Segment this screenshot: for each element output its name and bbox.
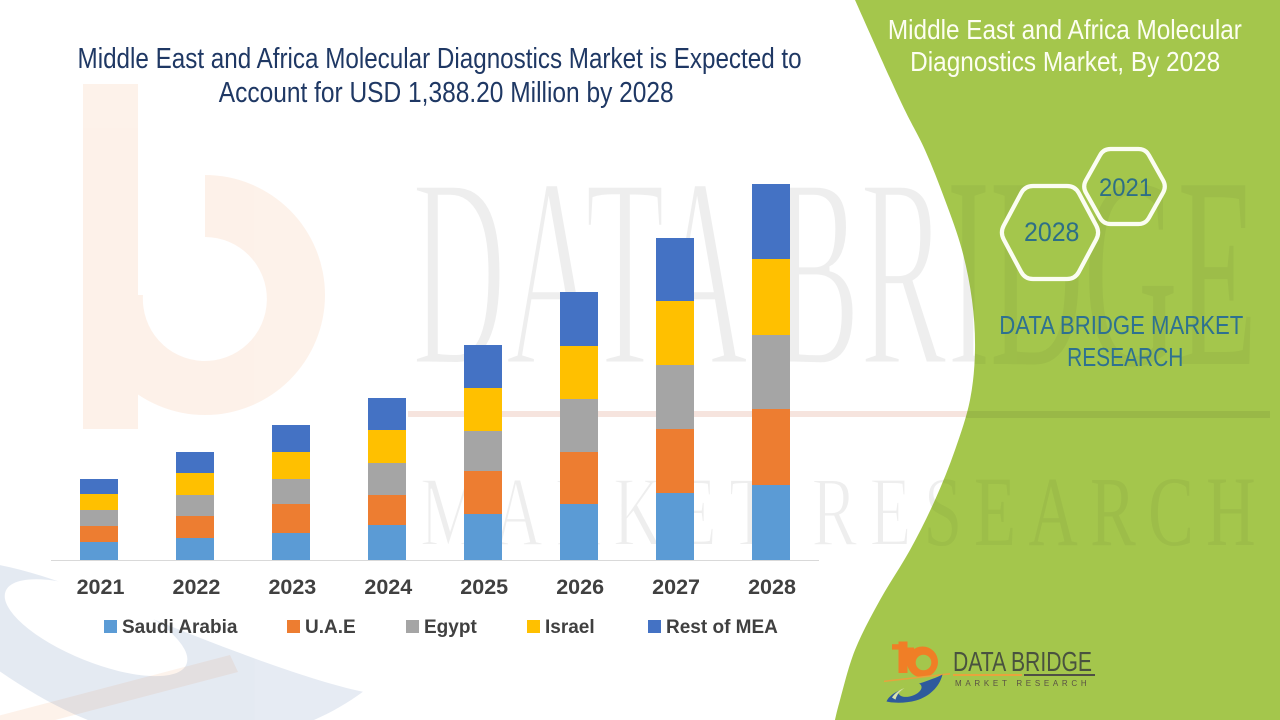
svg-text:MARKET RESEARCH: MARKET RESEARCH xyxy=(420,456,1268,567)
